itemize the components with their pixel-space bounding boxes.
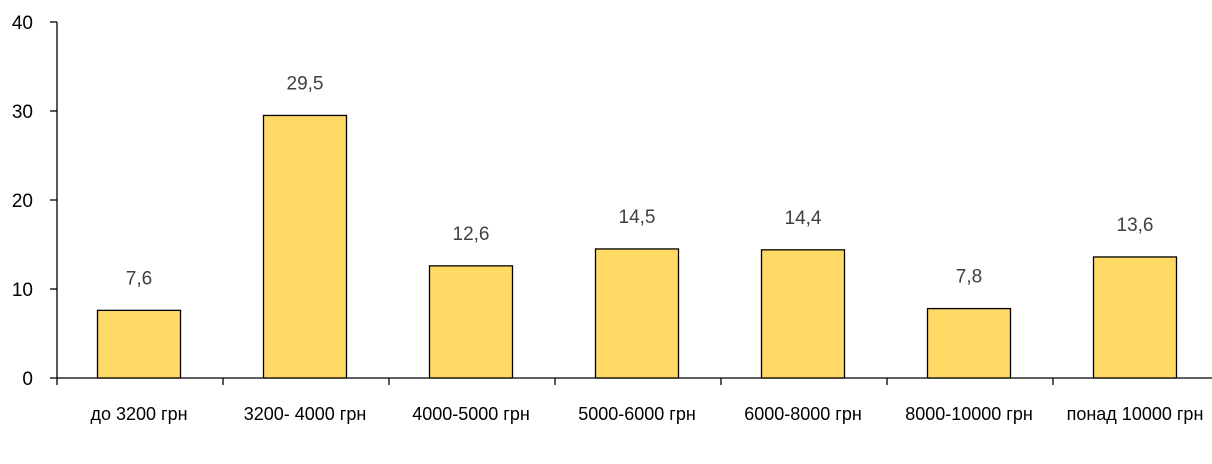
data-label: 7,8 (956, 267, 982, 288)
category-label: 5000-6000 грн (578, 404, 696, 424)
y-tick-label: 10 (12, 280, 33, 301)
bars (96, 114, 1178, 379)
category-label: понад 10000 грн (1067, 404, 1204, 424)
category-label: 4000-5000 грн (412, 404, 530, 424)
bar (1092, 256, 1178, 379)
y-tick-label: 20 (12, 191, 33, 212)
bar (760, 249, 846, 379)
bar (262, 114, 348, 379)
category-label: до 3200 грн (90, 404, 187, 424)
data-label: 29,5 (287, 73, 324, 94)
data-label: 7,6 (126, 268, 152, 289)
bar (926, 307, 1012, 379)
bar (594, 248, 680, 379)
bar (96, 309, 182, 379)
category-label: 3200- 4000 грн (244, 404, 367, 424)
bar (428, 265, 514, 379)
axes: 0 10 20 30 40 (12, 13, 1212, 390)
data-label: 13,6 (1117, 215, 1154, 236)
category-label: 6000-8000 грн (744, 404, 862, 424)
data-label: 14,4 (785, 208, 822, 229)
y-tick-label: 30 (12, 102, 33, 123)
y-tick-label: 0 (22, 369, 33, 390)
labels: 7,6 до 3200 грн 29,5 3200- 4000 грн 12,6 4000… (90, 73, 1203, 424)
y-tick-label: 40 (12, 13, 33, 34)
category-label: 8000-10000 грн (905, 404, 1033, 424)
data-label: 14,5 (619, 207, 656, 228)
data-label: 12,6 (453, 224, 490, 245)
